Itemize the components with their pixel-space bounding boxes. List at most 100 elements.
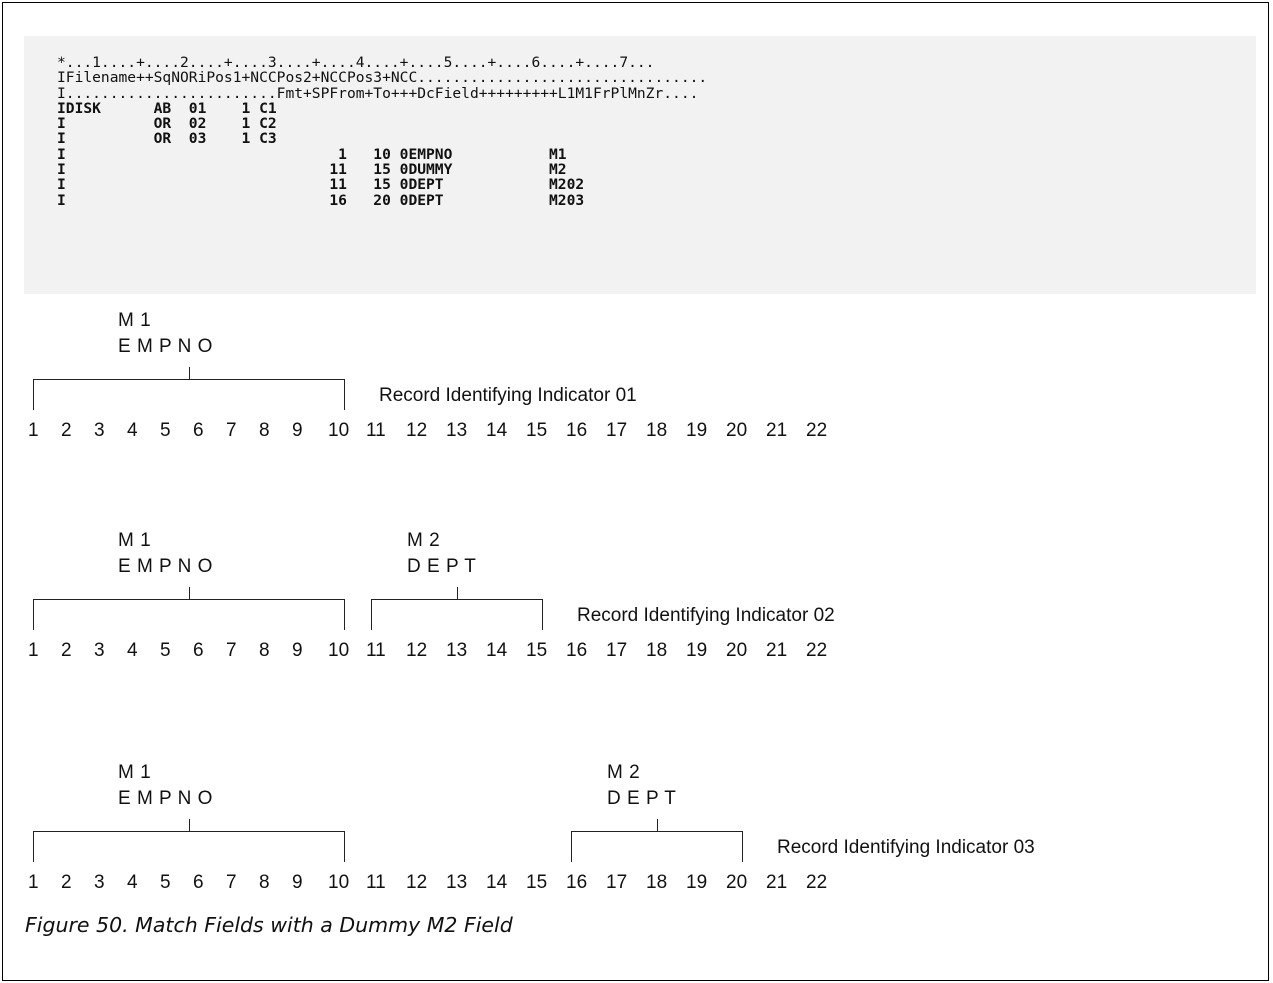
field-name-label: E M P N O — [118, 788, 213, 809]
position-number: 4 — [127, 420, 138, 441]
position-number: 6 — [193, 420, 204, 441]
position-number: 7 — [226, 872, 237, 893]
position-number: 18 — [646, 420, 668, 441]
position-number: 10 — [328, 420, 350, 441]
position-number: 22 — [806, 640, 828, 661]
position-number: 9 — [292, 420, 303, 441]
position-number: 11 — [366, 872, 386, 893]
match-level-label: M 2 — [607, 762, 641, 783]
position-number: 21 — [766, 420, 788, 441]
position-number: 2 — [61, 872, 72, 893]
position-number: 9 — [292, 640, 303, 661]
position-number: 9 — [292, 872, 303, 893]
bracket-tick — [457, 587, 458, 599]
record-diagram: M 1 E M P N O Record Identifying Indicator… — [0, 310, 1273, 510]
position-number: 17 — [606, 420, 628, 441]
position-number: 17 — [606, 872, 628, 893]
position-number: 20 — [726, 872, 748, 893]
position-number: 16 — [566, 420, 588, 441]
record-diagram: M 1 E M P N O M 2 D E P T Record Identifying… — [0, 762, 1273, 962]
position-number: 5 — [160, 420, 171, 441]
position-number: 13 — [446, 872, 468, 893]
position-number: 8 — [259, 872, 270, 893]
position-number: 18 — [646, 872, 668, 893]
bracket-tick — [189, 819, 190, 831]
position-number: 2 — [61, 420, 72, 441]
position-number: 17 — [606, 640, 628, 661]
position-number: 20 — [726, 420, 748, 441]
record-identifying-indicator: Record Identifying Indicator 01 — [379, 385, 637, 406]
position-number: 21 — [766, 872, 788, 893]
field-name-label: D E P T — [607, 788, 677, 809]
code-line: *...1....+....2....+....3....+....4....+… — [57, 54, 655, 71]
field-bracket — [33, 379, 345, 410]
position-number: 12 — [406, 420, 428, 441]
figure-caption: Figure 50. Match Fields with a Dummy M2 … — [25, 913, 513, 937]
match-level-label: M 2 — [407, 530, 441, 551]
field-bracket — [33, 599, 345, 630]
position-number: 19 — [686, 640, 708, 661]
position-number: 20 — [726, 640, 748, 661]
position-number: 4 — [127, 640, 138, 661]
position-number: 16 — [566, 640, 588, 661]
position-number: 3 — [94, 420, 105, 441]
position-number: 1 — [28, 640, 39, 661]
position-number: 14 — [486, 420, 508, 441]
bracket-tick — [189, 367, 190, 379]
position-number: 15 — [526, 872, 548, 893]
position-number: 15 — [526, 640, 548, 661]
position-number: 18 — [646, 640, 668, 661]
position-number: 6 — [193, 640, 204, 661]
record-identifying-indicator: Record Identifying Indicator 03 — [777, 837, 1035, 858]
code-line: IFilename++SqNORiPos1+NCCPos2+NCCPos3+NC… — [57, 69, 708, 87]
position-number: 19 — [686, 420, 708, 441]
position-number: 22 — [806, 872, 828, 893]
position-number: 5 — [160, 872, 171, 893]
position-number: 10 — [328, 872, 350, 893]
position-number: 6 — [193, 872, 204, 893]
position-number: 16 — [566, 872, 588, 893]
field-bracket — [371, 599, 543, 630]
field-bracket — [571, 831, 743, 862]
position-number: 22 — [806, 420, 828, 441]
position-number: 11 — [366, 420, 386, 441]
position-number: 19 — [686, 872, 708, 893]
position-number: 15 — [526, 420, 548, 441]
position-number: 7 — [226, 420, 237, 441]
position-number: 1 — [28, 872, 39, 893]
bracket-tick — [657, 819, 658, 831]
code-line: I 16 20 0DEPT M203 — [57, 191, 585, 209]
position-number: 14 — [486, 872, 508, 893]
code-line: I OR 03 1 C3 — [57, 130, 277, 148]
position-number: 7 — [226, 640, 237, 661]
position-number: 13 — [446, 420, 468, 441]
record-diagram: M 1 E M P N O M 2 D E P T Record Identifying… — [0, 530, 1273, 730]
position-number: 4 — [127, 872, 138, 893]
position-number: 12 — [406, 640, 428, 661]
position-number: 13 — [446, 640, 468, 661]
position-number: 21 — [766, 640, 788, 661]
code-line: I OR 02 1 C2 — [57, 115, 277, 133]
position-number: 1 — [28, 420, 39, 441]
field-bracket — [33, 831, 345, 862]
position-number: 3 — [94, 872, 105, 893]
code-listing: *...1....+....2....+....3....+....4....+… — [24, 36, 1256, 294]
match-level-label: M 1 — [118, 762, 152, 783]
field-name-label: D E P T — [407, 556, 477, 577]
match-level-label: M 1 — [118, 310, 152, 331]
record-identifying-indicator: Record Identifying Indicator 02 — [577, 605, 835, 626]
code-line: I 1 10 0EMPNO M1 — [57, 145, 567, 163]
code-line: IDISK AB 01 1 C1 — [57, 99, 277, 117]
position-number: 8 — [259, 640, 270, 661]
code-line: I........................Fmt+SPFrom+To++… — [57, 84, 699, 102]
position-number: 5 — [160, 640, 171, 661]
code-line: I 11 15 0DEPT M202 — [57, 176, 585, 194]
position-number: 14 — [486, 640, 508, 661]
position-number: 3 — [94, 640, 105, 661]
position-number: 2 — [61, 640, 72, 661]
position-number: 11 — [366, 640, 386, 661]
bracket-tick — [189, 587, 190, 599]
position-number: 10 — [328, 640, 350, 661]
field-name-label: E M P N O — [118, 336, 213, 357]
